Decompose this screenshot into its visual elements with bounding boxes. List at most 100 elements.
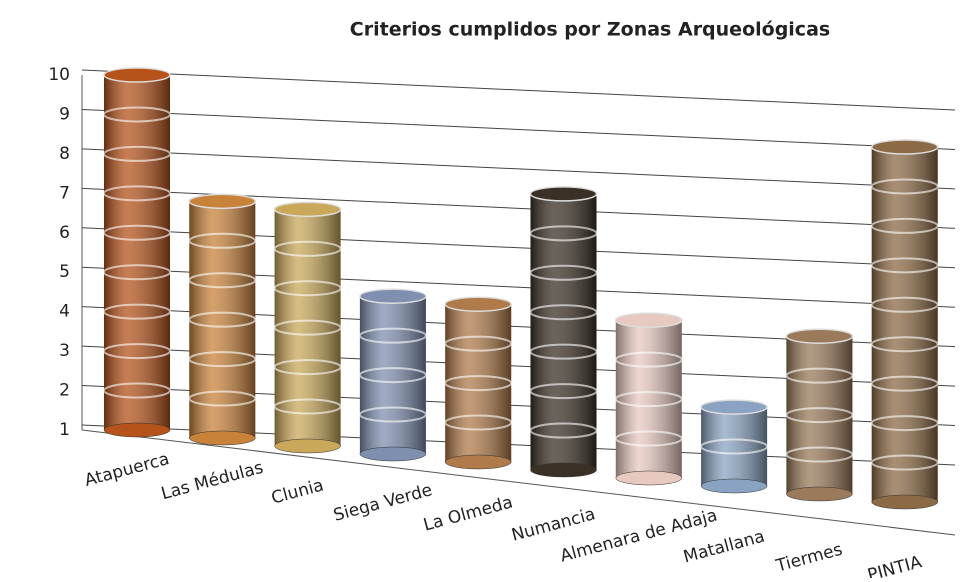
segment-band (103, 145, 171, 162)
grid-line (81, 69, 956, 111)
segment-band (273, 319, 342, 336)
segment-band (273, 398, 342, 415)
bar-shade (445, 304, 512, 462)
y-tick-label: 4 (59, 302, 70, 322)
bar-top (273, 201, 342, 218)
bar-shade (359, 296, 426, 454)
segment-band (785, 446, 854, 463)
segment-band (870, 217, 939, 234)
segment-band (188, 351, 257, 368)
segment-band (870, 336, 939, 353)
bar (358, 288, 427, 462)
segment-band (103, 343, 171, 360)
segment-band (188, 272, 257, 289)
x-tick-label: PINTIA (866, 552, 925, 578)
segment-band (358, 367, 427, 384)
bar (103, 67, 171, 438)
y-tick-label: 1 (59, 420, 70, 440)
segment-band (870, 454, 939, 471)
bar (614, 312, 683, 486)
floor-line (81, 429, 956, 536)
bar-shade (189, 201, 256, 438)
segment-band (529, 343, 598, 360)
segment-band (785, 367, 854, 384)
chart-title: Criterios cumplidos por Zonas Arqueológi… (350, 19, 830, 41)
bar-bottom (871, 494, 938, 510)
segment-band (870, 375, 939, 392)
bar-bottom (103, 422, 171, 438)
segment-band (529, 225, 598, 242)
y-tick-label: 2 (59, 381, 70, 401)
y-tick-label: 7 (59, 183, 70, 203)
y-tick-label: 6 (59, 223, 70, 243)
bar-bottom (444, 454, 512, 470)
grid-line (81, 148, 956, 190)
bar-shade (274, 209, 341, 446)
bar-shade (530, 193, 597, 470)
bar-shade (615, 320, 682, 478)
segment-band (358, 406, 427, 423)
bar-top (700, 399, 768, 415)
bar-top (359, 288, 427, 304)
bar (444, 296, 513, 470)
segment-band (358, 327, 427, 344)
bar (529, 186, 598, 478)
bar-top (529, 186, 598, 202)
bar-bottom (189, 430, 256, 446)
segment-band (700, 438, 769, 455)
x-tick-label: Clunia (269, 475, 326, 508)
segment-band (614, 351, 683, 368)
segment-band (785, 407, 854, 424)
segment-band (529, 264, 598, 281)
bar (870, 139, 939, 510)
y-tick-label: 3 (59, 341, 70, 361)
x-tick-label: Las Médulas (159, 458, 266, 504)
bar-shade (786, 336, 853, 494)
bar-bottom (700, 478, 768, 494)
segment-band (870, 296, 939, 313)
y-tick-label: 9 (59, 104, 70, 124)
segment-band (103, 264, 171, 281)
segment-band (273, 240, 342, 257)
y-tick-label: 8 (59, 144, 70, 164)
segment-band (870, 415, 939, 432)
grid-line (81, 108, 956, 150)
segment-band (444, 375, 513, 392)
segment-band (529, 304, 598, 321)
segment-band (870, 178, 939, 195)
segment-band (103, 106, 171, 123)
bar-top (785, 328, 854, 344)
segment-band (103, 185, 171, 202)
bar-top (103, 67, 171, 83)
bar-top (444, 296, 512, 312)
bar-top (615, 312, 683, 328)
bar-bottom (274, 438, 341, 454)
y-tick-label: 10 (48, 65, 70, 85)
bar-top (188, 193, 257, 210)
bar-shade (871, 147, 938, 502)
segment-band (614, 430, 683, 447)
segment-band (188, 311, 257, 328)
segment-band (273, 280, 342, 297)
segment-band (529, 383, 598, 400)
bar-shade (701, 407, 768, 486)
segment-band (188, 232, 257, 249)
x-tick-label: Matallana (681, 527, 767, 568)
segment-band (529, 422, 598, 439)
bar (700, 399, 769, 494)
segment-band (614, 391, 683, 408)
x-tick-label: Siega Verde (331, 480, 434, 526)
segment-band (188, 390, 257, 407)
segment-band (870, 257, 939, 274)
segment-band (273, 359, 342, 376)
bar (188, 193, 257, 446)
segment-band (444, 335, 513, 352)
bar-bottom (786, 486, 853, 502)
bar (785, 328, 854, 502)
segment-band (103, 224, 171, 241)
segment-band (444, 414, 513, 431)
bar-shade (104, 75, 170, 430)
y-tick-label: 5 (59, 262, 70, 282)
bar (273, 201, 342, 454)
